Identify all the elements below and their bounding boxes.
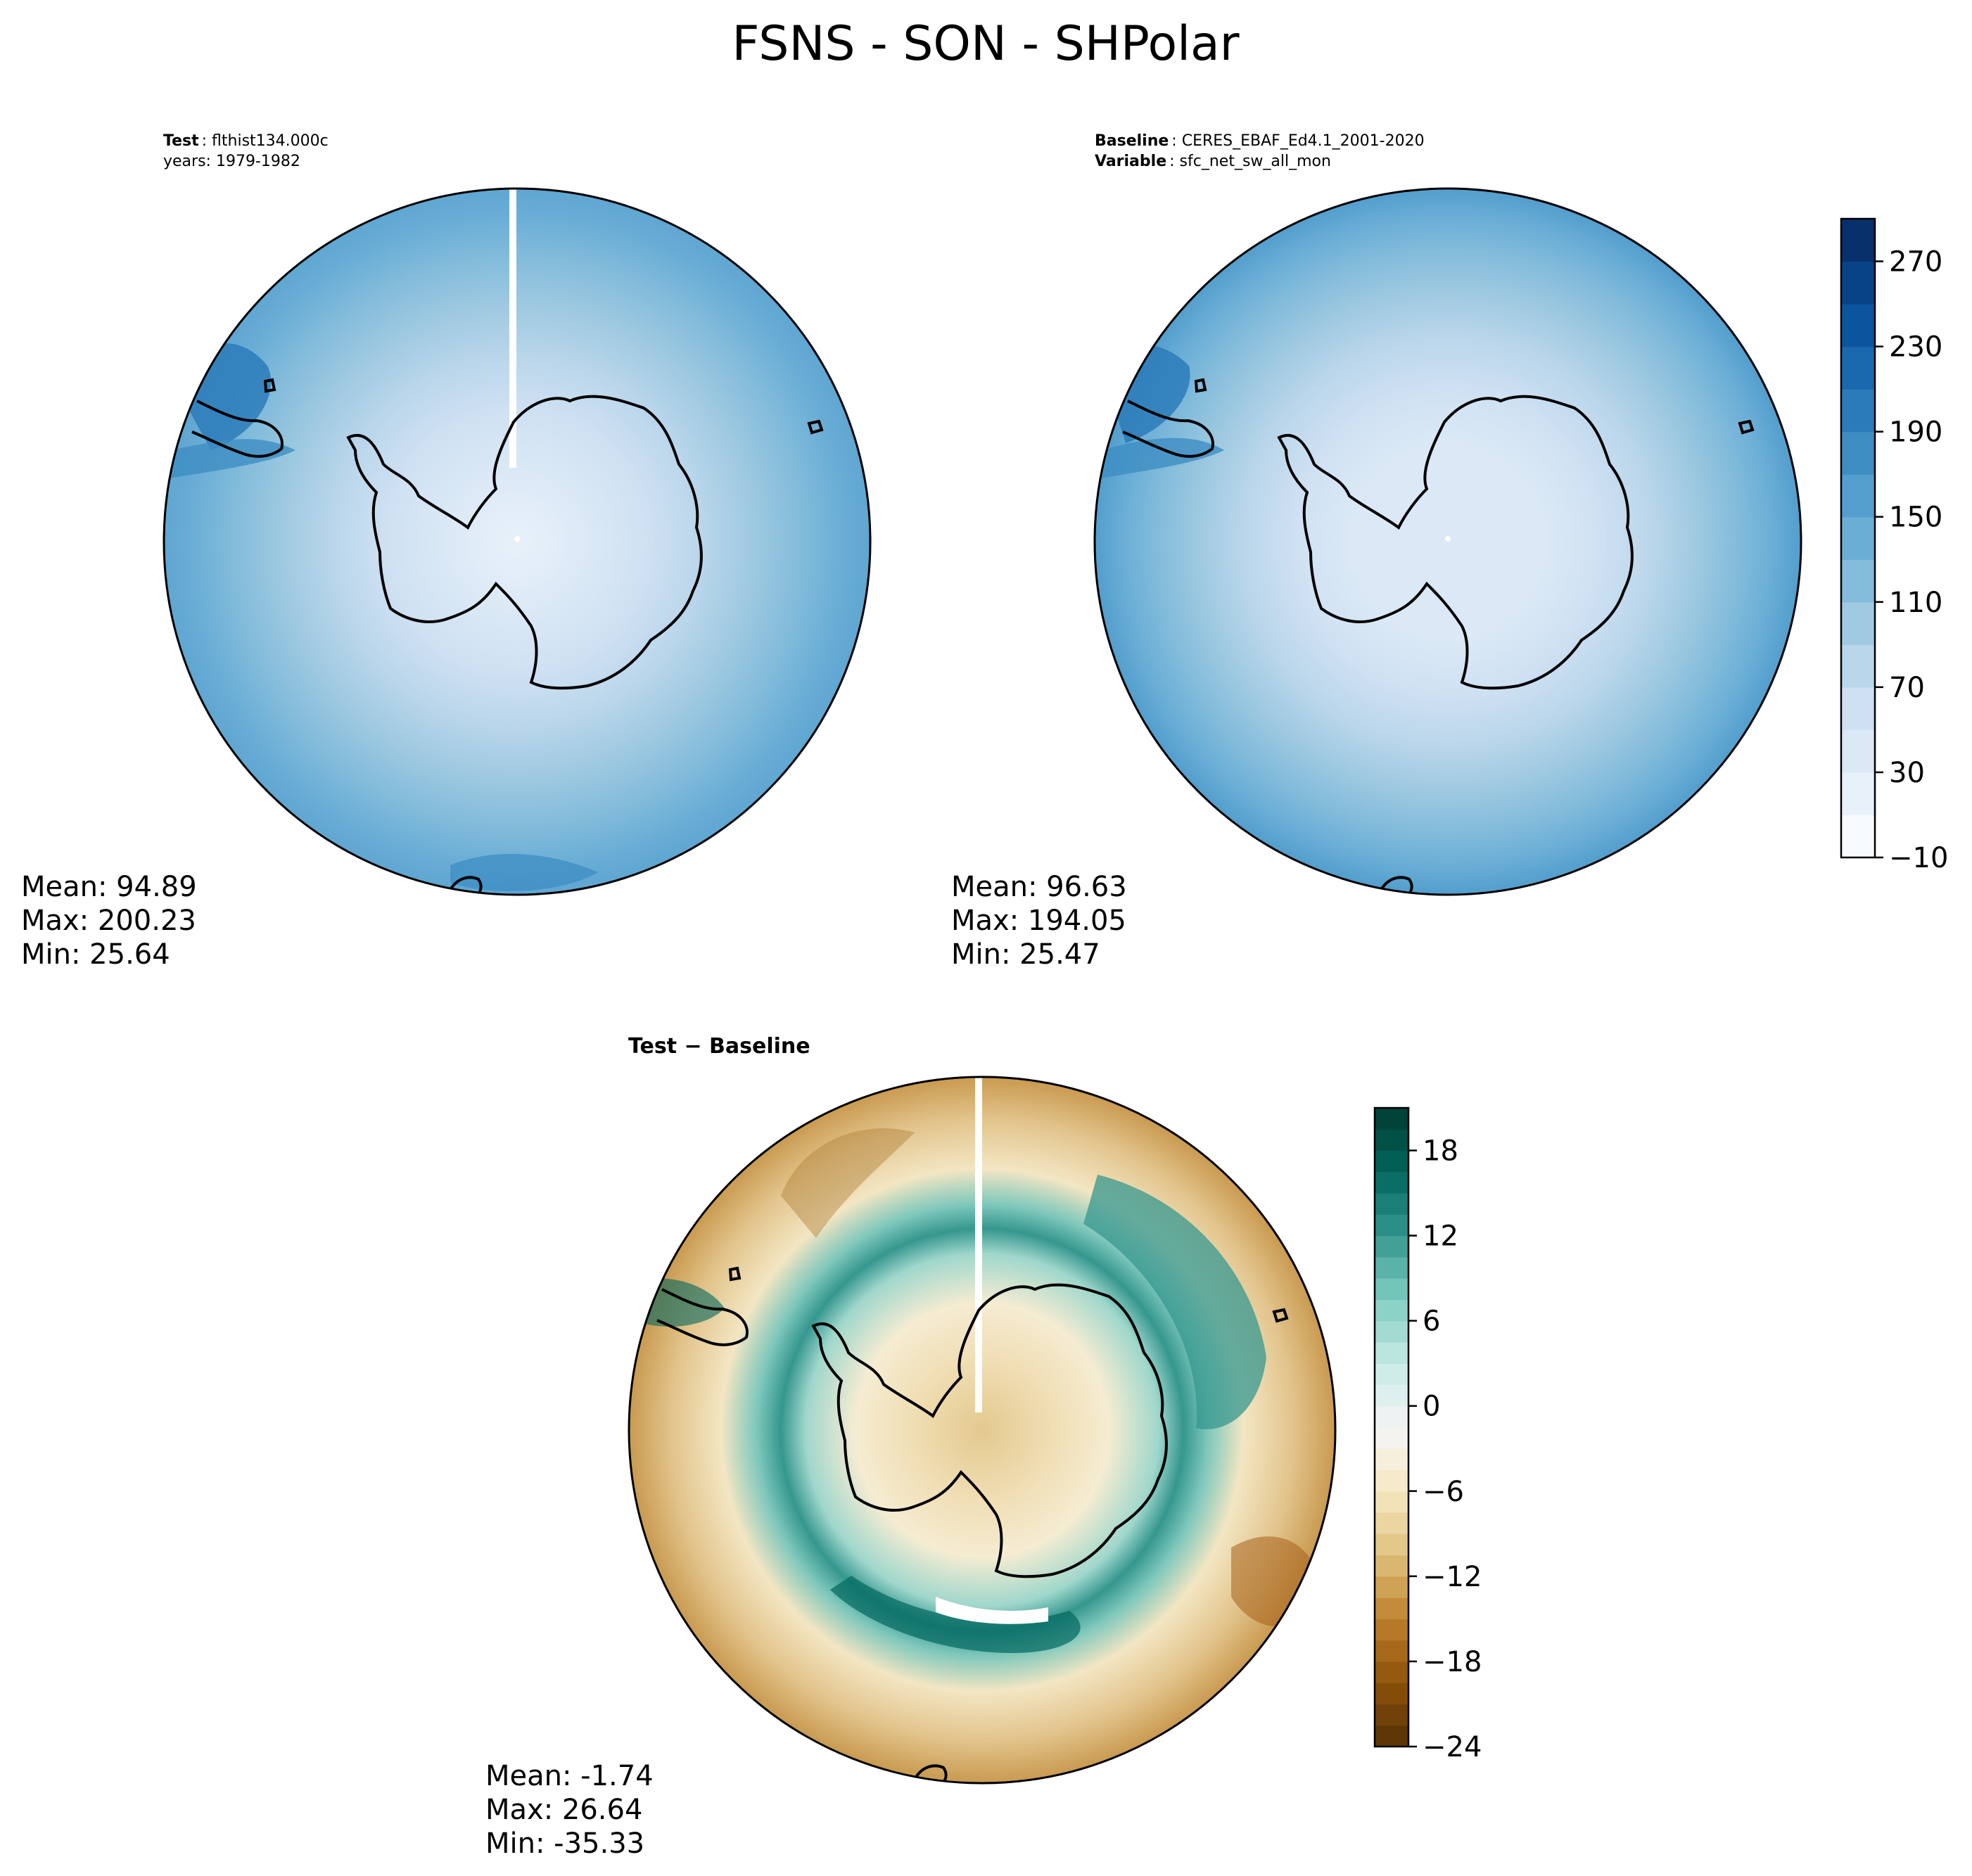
map-test: [164, 189, 870, 895]
colorbar-difference-swatch: [1375, 1405, 1408, 1428]
colorbar-absolute-swatch: [1841, 261, 1875, 305]
stat-mean-test: Mean: 94.89: [21, 871, 197, 903]
colorbar-difference-swatch: [1375, 1427, 1408, 1449]
map-test-boundary: [163, 187, 872, 896]
colorbar-difference-swatch: [1375, 1320, 1408, 1343]
colorbar-absolute-swatch: [1841, 729, 1875, 773]
map-difference: [629, 1077, 1335, 1783]
panel-difference: Test − Baseline Mean: -1.74 Max: 26.64 M…: [485, 1034, 1337, 1860]
colorbar-absolute-swatch: [1841, 644, 1875, 688]
colorbar-difference: −24 −18 −12 −6 0 6 12 18: [1373, 1106, 1482, 1763]
colorbar-difference-tick-label: −6: [1423, 1476, 1464, 1508]
panel-test: Test: flthist134.000c years: 1979-1982 M…: [21, 132, 872, 971]
colorbar-absolute-swatch: [1841, 304, 1875, 347]
panel-test-header-2: years: 1979-1982: [163, 153, 300, 170]
figure-title: FSNS - SON - SHPolar: [732, 16, 1239, 72]
stat-min-test: Min: 25.64: [21, 938, 170, 971]
colorbar-difference-tick-label: 0: [1423, 1391, 1440, 1423]
colorbar-difference-swatch: [1375, 1597, 1408, 1619]
colorbar-difference-swatch: [1375, 1491, 1408, 1513]
colorbar-difference-swatch: [1375, 1448, 1408, 1471]
colorbar-difference-swatch: [1375, 1129, 1408, 1151]
colorbar-absolute-tick-label: 110: [1889, 587, 1942, 619]
colorbar-absolute-swatch: [1841, 815, 1875, 858]
panel-baseline-header-1: Baseline: CERES_EBAF_Ed4.1_2001-2020: [1095, 132, 1425, 150]
colorbar-absolute-tick-label: 150: [1889, 502, 1942, 534]
colorbar-difference-swatch: [1375, 1533, 1408, 1556]
colorbar-difference-swatch: [1375, 1256, 1408, 1279]
colorbar-absolute-tick-label: 70: [1889, 672, 1925, 704]
colorbar-difference-swatch: [1375, 1341, 1408, 1364]
colorbar-difference-swatch: [1375, 1299, 1408, 1322]
colorbar-difference-swatch: [1375, 1235, 1408, 1258]
colorbar-difference-swatch: [1375, 1384, 1408, 1407]
map-difference-boundary: [628, 1076, 1337, 1785]
colorbar-difference-swatch: [1375, 1469, 1408, 1492]
panel-test-header-1: Test: flthist134.000c: [163, 132, 329, 150]
map-baseline: [1095, 189, 1801, 895]
colorbar-difference-frame: [1373, 1106, 1410, 1748]
colorbar-difference-swatch: [1375, 1576, 1408, 1598]
stat-mean-baseline: Mean: 96.63: [951, 871, 1127, 903]
colorbar-absolute-swatch: [1841, 559, 1875, 603]
colorbar-absolute-swatch: [1841, 687, 1875, 730]
colorbar-difference-tick-label: 6: [1423, 1306, 1440, 1338]
stat-mean-difference: Mean: -1.74: [485, 1760, 654, 1792]
colorbar-difference-swatch: [1375, 1640, 1408, 1662]
colorbar-absolute-swatch: [1841, 346, 1875, 390]
panel-baseline-header-2: Variable: sfc_net_sw_all_mon: [1095, 153, 1331, 170]
colorbar-absolute-tick-label: 30: [1889, 757, 1925, 789]
panel-diff-header: Test − Baseline: [628, 1034, 810, 1059]
colorbar-absolute-swatch: [1841, 601, 1875, 645]
colorbar-absolute-tick-label: −10: [1889, 842, 1948, 874]
colorbar-difference-swatch: [1375, 1704, 1408, 1726]
stat-max-difference: Max: 26.64: [485, 1794, 642, 1826]
colorbar-difference-tick-label: −12: [1423, 1561, 1482, 1593]
colorbar-absolute-frame: [1840, 217, 1876, 859]
colorbar-difference-swatch: [1375, 1214, 1408, 1237]
stat-max-test: Max: 200.23: [21, 905, 196, 937]
colorbar-difference-swatch: [1375, 1171, 1408, 1194]
colorbar-absolute-tick-label: 270: [1889, 246, 1942, 279]
colorbar-difference-swatch: [1375, 1683, 1408, 1705]
stat-min-baseline: Min: 25.47: [951, 938, 1100, 971]
stat-max-baseline: Max: 194.05: [951, 905, 1126, 937]
colorbar-difference-swatch: [1375, 1150, 1408, 1173]
colorbar-difference-swatch: [1375, 1661, 1408, 1683]
colorbar-absolute-swatch: [1841, 431, 1875, 475]
colorbar-absolute-tick-label: 190: [1889, 416, 1942, 449]
colorbar-difference-swatch: [1375, 1108, 1408, 1130]
colorbar-absolute-swatch: [1841, 219, 1875, 262]
colorbar-absolute-swatch: [1841, 772, 1875, 816]
colorbar-difference-swatch: [1375, 1193, 1408, 1215]
colorbar-difference-tick-label: −18: [1423, 1646, 1482, 1678]
colorbar-absolute-swatch: [1841, 516, 1875, 560]
colorbar-difference-swatch: [1375, 1278, 1408, 1300]
colorbar-absolute-swatch: [1841, 474, 1875, 518]
colorbar-difference-swatch: [1375, 1725, 1408, 1747]
colorbar-difference-swatch: [1375, 1619, 1408, 1641]
stat-min-difference: Min: -35.33: [485, 1827, 644, 1860]
colorbar-difference-swatch: [1375, 1363, 1408, 1386]
colorbar-difference-tick-label: 12: [1423, 1220, 1458, 1253]
colorbar-difference-swatch: [1375, 1555, 1408, 1577]
colorbar-absolute-swatch: [1841, 389, 1875, 433]
colorbar-difference-tick-label: −24: [1423, 1731, 1482, 1763]
colorbar-absolute-tick-label: 230: [1889, 331, 1942, 364]
panel-baseline: Baseline: CERES_EBAF_Ed4.1_2001-2020 Var…: [951, 132, 1802, 971]
map-baseline-boundary: [1093, 187, 1802, 896]
colorbar-difference-tick-label: 18: [1423, 1135, 1458, 1168]
colorbar-difference-swatch: [1375, 1512, 1408, 1534]
colorbar-absolute: −10 30 70 110 150 190 230 270: [1840, 217, 1948, 874]
